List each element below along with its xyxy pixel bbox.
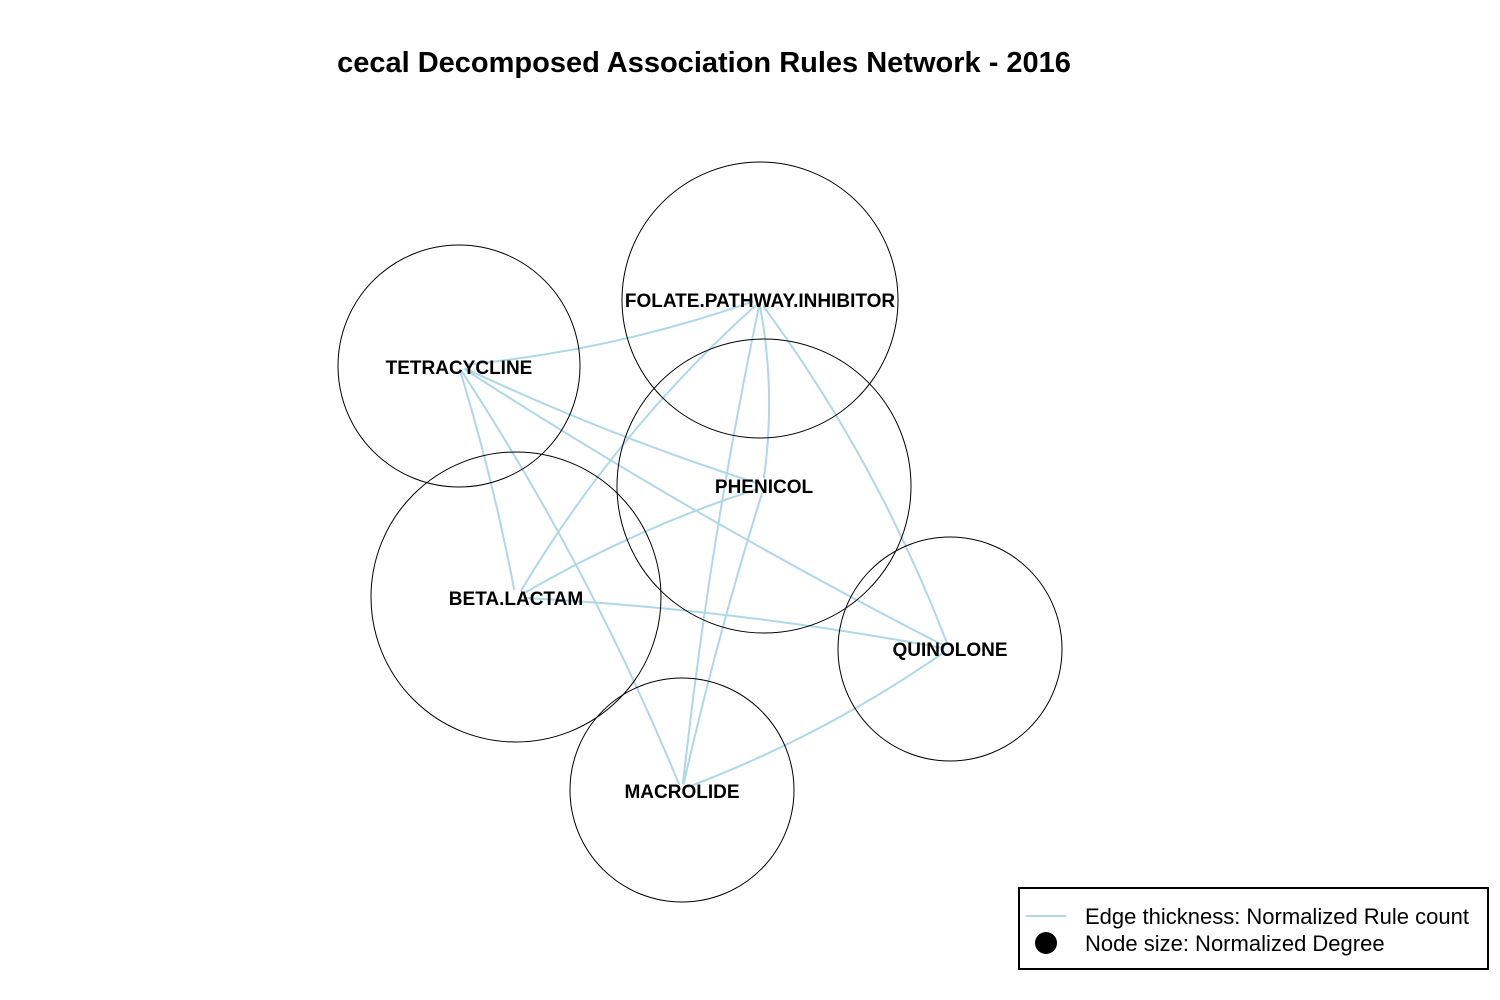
node-label-quinolone: QUINOLONE	[892, 640, 1007, 661]
legend-box	[1018, 887, 1489, 970]
edge-folate-beta_lactam	[519, 304, 757, 592]
node-label-macrolide: MACROLIDE	[624, 782, 739, 803]
edge-phenicol-beta_lactam	[522, 488, 758, 595]
node-phenicol	[616, 338, 912, 634]
node-label-folate: FOLATE.PATHWAY.INHIBITOR	[625, 291, 896, 312]
edge-tetracycline-folate	[464, 300, 754, 366]
node-label-beta_lactam: BETA.LACTAM	[449, 589, 583, 610]
edge-tetracycline-macrolide	[460, 370, 681, 786]
plot-title: cecal Decomposed Association Rules Netwo…	[337, 47, 1071, 79]
node-label-tetracycline: TETRACYCLINE	[386, 358, 533, 379]
edge-tetracycline-phenicol	[464, 367, 758, 485]
node-folate	[621, 161, 899, 439]
edge-tetracycline-quinolone	[463, 368, 946, 648]
edge-folate-phenicol	[759, 306, 771, 479]
edge-folate-macrolide	[681, 306, 760, 785]
edge-beta_lactam-quinolone	[523, 596, 945, 650]
edge-quinolone-macrolide	[686, 650, 946, 789]
edge-phenicol-macrolide	[682, 492, 764, 785]
nodes-layer: FOLATE.PATHWAY.INHIBITOR TETRACYCLINE PHEN…	[337, 161, 1063, 903]
node-macrolide	[569, 677, 795, 903]
node-tetracycline	[337, 244, 581, 488]
edge-tetracycline-beta_lactam	[459, 371, 516, 591]
edges-layer	[459, 300, 949, 789]
legend-node-label: Node size: Normalized Degree	[1085, 931, 1385, 956]
legend-edge-label: Edge thickness: Normalized Rule count	[1085, 904, 1469, 929]
legend: Edge thickness: Normalized Rule count No…	[1018, 887, 1489, 970]
node-quinolone	[837, 536, 1063, 762]
node-label-phenicol: PHENICOL	[715, 477, 814, 498]
node-beta_lactam	[370, 451, 662, 743]
legend-node-swatch	[1035, 932, 1057, 954]
edge-folate-quinolone	[762, 305, 949, 645]
